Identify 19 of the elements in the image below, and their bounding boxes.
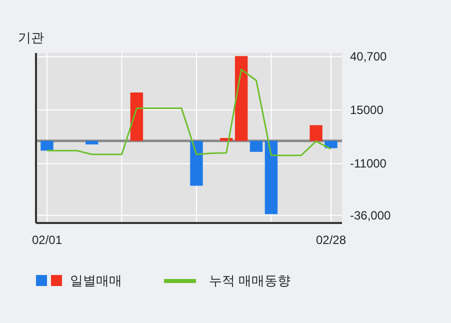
bar	[85, 140, 98, 144]
y-tick-label: 40,700	[350, 50, 388, 64]
bar	[264, 140, 278, 214]
line-series	[46, 68, 332, 156]
x-tick-label: 02/28	[316, 233, 346, 247]
bar	[190, 140, 203, 186]
y-tick-label: -11000	[350, 156, 387, 171]
bar	[234, 56, 248, 141]
legend-label: 일별매매	[70, 273, 122, 288]
legend-label: 누적 매매동향	[209, 273, 291, 288]
x-tick-label: 02/01	[32, 233, 62, 247]
bar	[250, 140, 263, 152]
bar	[310, 125, 322, 141]
bar	[40, 140, 54, 151]
bar	[324, 140, 338, 148]
chart-title: 기관	[18, 30, 44, 45]
y-tick-label: -36,000	[350, 208, 392, 222]
y-tick-label: 15000	[350, 102, 384, 117]
bar	[130, 92, 144, 141]
